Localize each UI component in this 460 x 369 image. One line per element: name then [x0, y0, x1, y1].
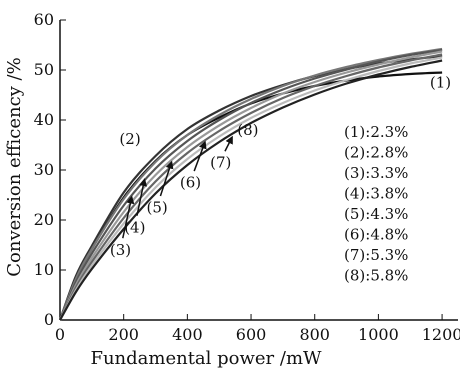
curve-label: (6)	[180, 174, 201, 192]
annotation-arrow	[136, 178, 148, 216]
legend-entry: (2):2.8%	[344, 144, 408, 162]
y-tick-label: 40	[34, 110, 54, 129]
legend-entry-label: (1):	[344, 123, 370, 141]
y-tick-label: 30	[34, 160, 54, 179]
x-tick-label: 400	[172, 325, 203, 344]
axes: 0 200 400 600 800 1000 1200 0 10 20 30 40 50 60	[34, 10, 460, 344]
x-tick-label: 600	[236, 325, 267, 344]
series-line-5	[59, 50, 443, 321]
legend-entry-value: 2.8%	[370, 144, 408, 162]
series-line-2	[58, 54, 443, 321]
x-tick-label: 1000	[358, 325, 399, 344]
x-tick-label: 200	[108, 325, 139, 344]
x-tick-label: 800	[299, 325, 330, 344]
legend-entry-label: (6):	[344, 226, 370, 244]
legend-entry-value: 4.8%	[370, 226, 408, 244]
legend-entry: (8):5.8%	[344, 267, 408, 285]
legend-entry: (1):2.3%	[344, 123, 408, 141]
legend-entry-value: 5.8%	[370, 267, 408, 285]
y-tick-label: 0	[44, 310, 54, 329]
annotation-arrow	[122, 195, 135, 239]
legend-entry-label: (3):	[344, 164, 370, 182]
series-line-6	[59, 53, 443, 321]
legend-entry-value: 3.3%	[370, 164, 408, 182]
legend-entry-value: 4.3%	[370, 205, 408, 223]
legend-entry-label: (7):	[344, 246, 370, 264]
data-series	[58, 47, 443, 321]
legend: (1):2.3%(2):2.8%(3):3.3%(4):3.8%(5):4.3%…	[344, 123, 408, 285]
legend-entry-label: (8):	[344, 267, 370, 285]
legend-entry: (5):4.3%	[344, 205, 408, 223]
y-tick-label: 10	[34, 260, 54, 279]
y-tick-label: 60	[34, 10, 54, 29]
series-line-8	[59, 59, 443, 321]
legend-entry-value: 5.3%	[370, 246, 408, 264]
curve-label: (2)	[119, 130, 140, 148]
curve-annotations: (1) (2) (3) (4)(5) (6) (7) (8)	[110, 74, 451, 260]
series-line-7	[59, 56, 443, 321]
legend-entry: (6):4.8%	[344, 226, 408, 244]
legend-entry-value: 3.8%	[370, 185, 408, 203]
legend-entry: (3):3.3%	[344, 164, 408, 182]
legend-entry-label: (5):	[344, 205, 370, 223]
series-line-3	[58, 47, 443, 321]
x-tick-label: 0	[55, 325, 65, 344]
curve-label: (5)	[146, 199, 167, 217]
curve-label: (1)	[430, 74, 451, 92]
y-tick-label: 50	[34, 60, 54, 79]
curve-label: (7)	[210, 154, 231, 172]
series-line-4	[58, 48, 443, 321]
x-tick-label: 1200	[422, 325, 460, 344]
annotation-arrow	[193, 140, 207, 172]
curve-label: (8)	[237, 121, 258, 139]
legend-entry: (7):5.3%	[344, 246, 408, 264]
annotation-arrow	[224, 135, 233, 152]
x-axis-label: Fundamental power /mW	[90, 348, 322, 369]
curve-label: (4)	[124, 219, 145, 237]
annotation-arrow	[159, 160, 174, 197]
legend-entry: (4):3.8%	[344, 185, 408, 203]
legend-entry-label: (2):	[344, 144, 370, 162]
legend-entry-label: (4):	[344, 185, 370, 203]
curve-label: (3)	[110, 241, 131, 259]
y-axis-label: Conversion efficency /%	[4, 57, 25, 276]
legend-entry-value: 2.3%	[370, 123, 408, 141]
y-tick-label: 20	[34, 210, 54, 229]
